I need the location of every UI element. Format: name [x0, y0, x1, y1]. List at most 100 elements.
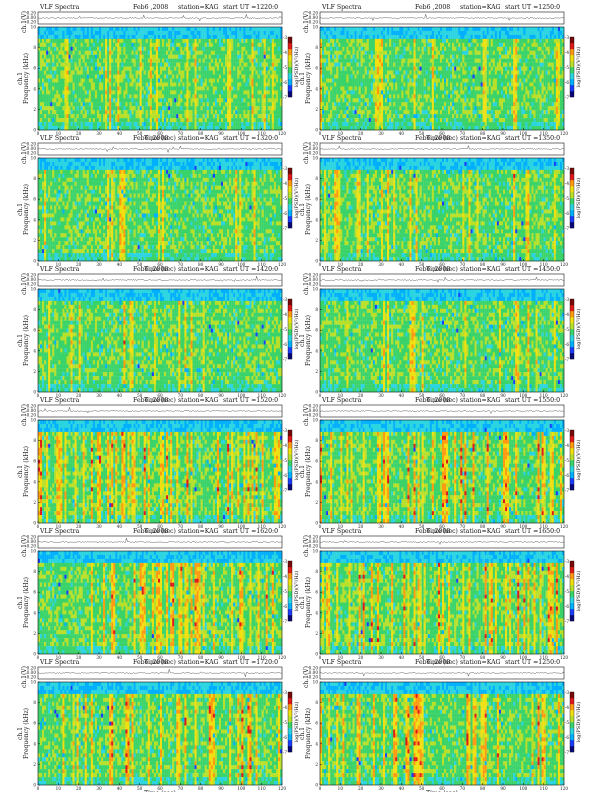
heatmap-cell [411, 46, 414, 51]
heatmap-cell [139, 58, 142, 63]
heatmap-cell [229, 106, 232, 111]
heatmap-cell [399, 110, 402, 115]
heatmap-cell [253, 98, 256, 103]
heatmap-cell [139, 30, 142, 36]
heatmap-cell [397, 46, 400, 51]
heatmap-cell [279, 66, 283, 71]
heatmap-cell [208, 78, 211, 83]
heatmap-cell [218, 27, 222, 32]
heatmap-cell [44, 102, 47, 107]
heatmap-cell [253, 90, 256, 95]
heatmap-cell [435, 90, 439, 95]
heatmap-cell [259, 86, 262, 91]
heatmap-cell [84, 50, 87, 55]
heatmap-cell [249, 94, 252, 99]
heatmap-cell [178, 27, 181, 32]
heatmap-cell [216, 50, 220, 55]
heatmap-cell [121, 82, 124, 87]
heatmap-cell [162, 62, 165, 67]
heatmap-cell [399, 114, 402, 119]
heatmap-cell [194, 82, 197, 87]
heatmap-cell [196, 74, 199, 79]
heatmap-cell [454, 102, 457, 107]
heatmap-cell [324, 90, 327, 95]
heatmap-cell [143, 122, 146, 127]
heatmap-cell [271, 118, 275, 123]
heatmap-cell [342, 126, 345, 131]
heatmap-cell [115, 114, 118, 119]
heatmap-cell [279, 58, 283, 63]
heatmap-cell [186, 62, 189, 67]
heatmap-cell [137, 30, 140, 36]
heatmap-cell [184, 98, 187, 103]
heatmap-cell [50, 58, 53, 63]
heatmap-cell [421, 46, 424, 51]
heatmap-cell [121, 42, 124, 47]
heatmap-cell [68, 118, 71, 123]
heatmap-cell [247, 90, 250, 95]
heatmap-cell [149, 110, 153, 115]
heatmap-cell [383, 94, 386, 99]
heatmap-cell [137, 46, 140, 51]
heatmap-cell [141, 82, 144, 87]
heatmap-cell [263, 46, 266, 51]
heatmap-cell [419, 78, 422, 83]
heatmap-cell [393, 54, 396, 59]
heatmap-cell [243, 46, 246, 51]
x-tick-label: 60 [157, 131, 163, 136]
heatmap-cell [66, 102, 69, 107]
heatmap-cell [180, 122, 183, 127]
heatmap-cell [249, 126, 252, 131]
heatmap-cell [439, 58, 443, 63]
heatmap-cell [123, 94, 126, 99]
heatmap-cell [153, 42, 157, 47]
heatmap-cell [127, 82, 130, 87]
heatmap-cell [435, 82, 439, 87]
heatmap-cell [391, 34, 394, 40]
heatmap-cell [172, 42, 175, 47]
heatmap-cell [450, 118, 453, 123]
heatmap-cell [123, 110, 126, 115]
heatmap-cell [381, 118, 384, 123]
heatmap-cell [149, 42, 153, 47]
heatmap-cell [340, 86, 343, 91]
heatmap-cell [84, 62, 87, 67]
heatmap-cell [151, 118, 155, 123]
heatmap-cell [155, 42, 159, 47]
heatmap-cell [210, 122, 214, 127]
heatmap-cell [216, 74, 220, 79]
heatmap-cell [415, 90, 418, 95]
heatmap-cell [157, 38, 161, 43]
heatmap-cell [56, 94, 59, 99]
heatmap-cell [409, 98, 412, 103]
heatmap-cell [450, 90, 453, 95]
heatmap-cell [435, 46, 439, 51]
heatmap-cell [60, 74, 63, 79]
heatmap-cell [223, 46, 226, 51]
heatmap-cell [172, 58, 175, 63]
heatmap-cell [196, 102, 199, 107]
heatmap-cell [133, 114, 136, 119]
heatmap-cell [340, 70, 343, 75]
heatmap-cell [354, 62, 357, 67]
heatmap-cell [86, 118, 89, 123]
waveform-trace [319, 13, 565, 22]
heatmap-cell [223, 98, 226, 103]
heatmap-cell [275, 122, 279, 127]
heatmap-cell [271, 58, 275, 63]
heatmap-cell [101, 98, 104, 103]
heatmap-cell [82, 94, 85, 99]
heatmap-cell [437, 98, 441, 103]
heatmap-cell [62, 50, 65, 55]
heatmap-cell [210, 110, 214, 115]
heatmap-cell [62, 86, 65, 91]
heatmap-cell [354, 126, 357, 131]
heatmap-cell [328, 118, 331, 123]
heatmap-cell [157, 94, 161, 99]
heatmap-cell [176, 78, 179, 83]
heatmap-cell [196, 46, 199, 51]
heatmap-cell [247, 94, 250, 99]
heatmap-cell [448, 74, 451, 79]
heatmap-cell [145, 66, 148, 71]
heatmap-cell [190, 74, 193, 79]
